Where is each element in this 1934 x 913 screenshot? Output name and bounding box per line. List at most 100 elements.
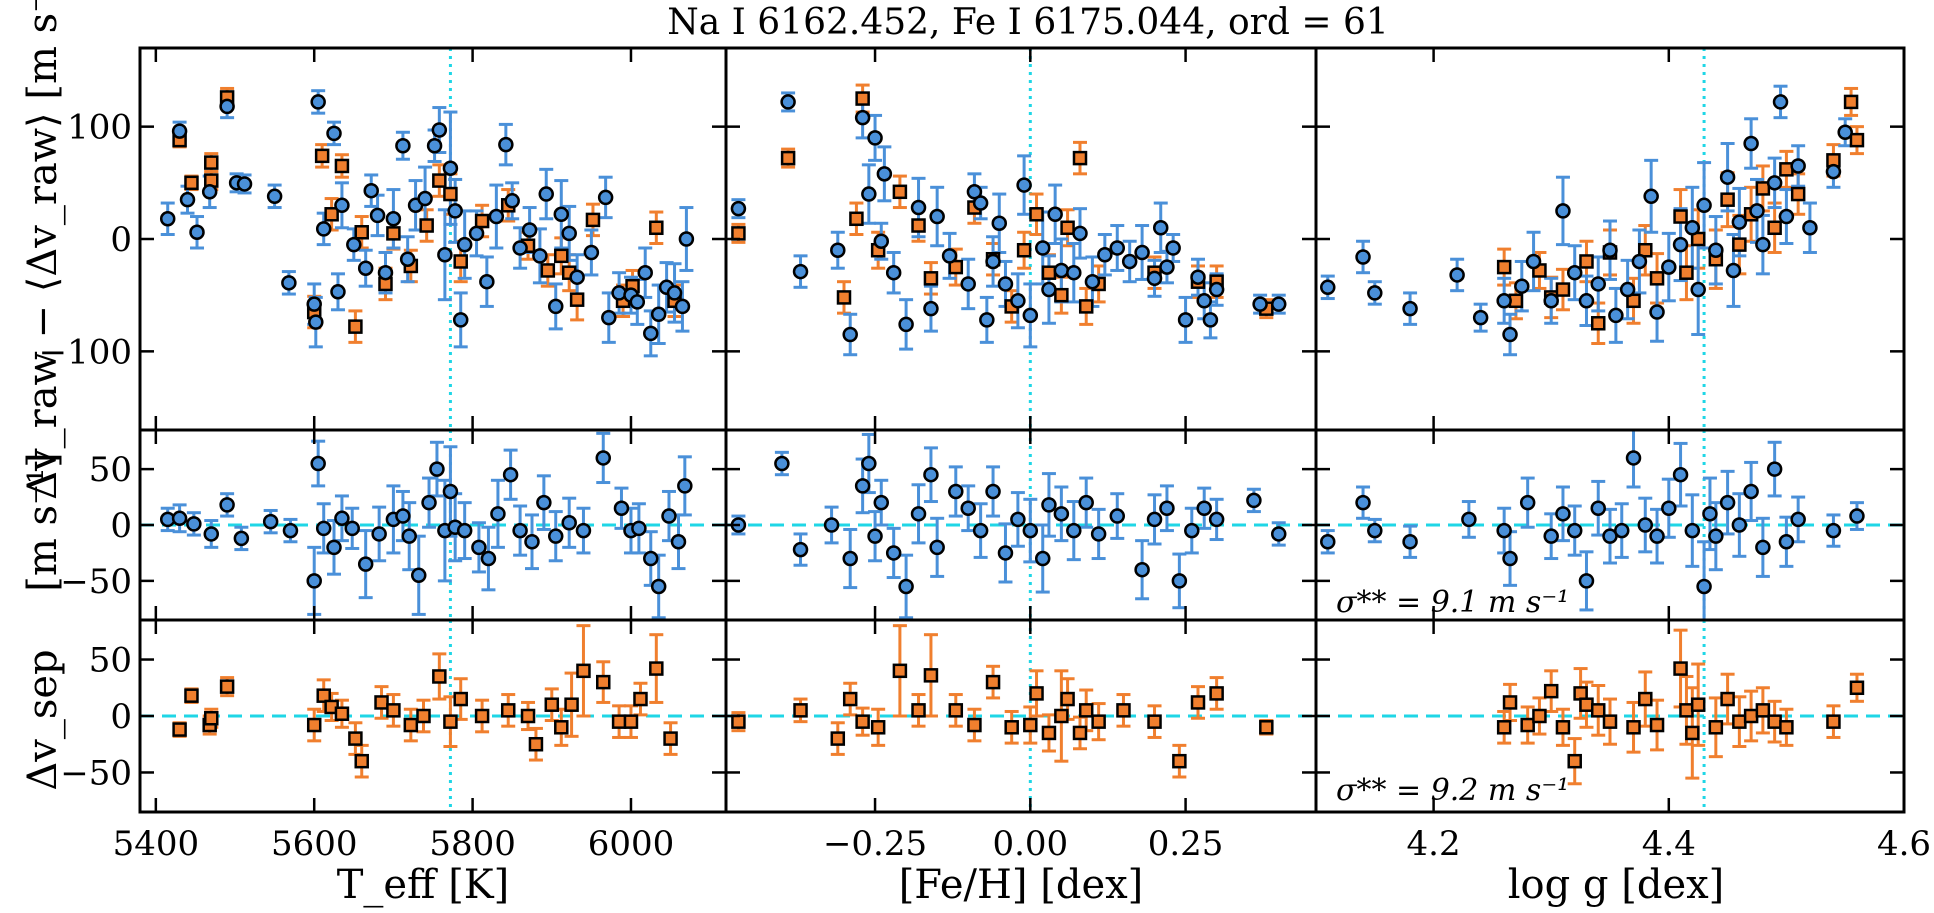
sigma-bottom-annotation: σ** = 9.2 m s⁻¹	[1336, 773, 1569, 808]
blue-circle-marker	[1555, 203, 1571, 219]
blue-circle-marker	[315, 520, 332, 537]
blue-circle-marker	[1208, 511, 1225, 528]
blue-circle-marker	[189, 224, 205, 241]
blue-circle-marker	[1134, 561, 1150, 578]
blue-circle-marker	[1684, 522, 1701, 539]
blue-circle-marker	[873, 233, 890, 249]
blue-circle-marker	[363, 182, 379, 199]
blue-circle-marker	[1578, 293, 1595, 309]
xlabel-teff: T_eff [K]	[337, 862, 510, 908]
orange-square-marker	[453, 254, 468, 269]
blue-circle-marker	[1196, 500, 1212, 516]
plot-layer: −100 0 100 −50 0 50 −50 0 50 5400 5600 5800 6000 −0.2…	[39, 46, 1931, 864]
blue-circle-marker	[417, 190, 433, 207]
blue-circle-marker	[1159, 259, 1175, 275]
orange-square-marker	[855, 714, 870, 729]
blue-circle-marker	[1109, 240, 1126, 256]
blue-circle-marker	[1109, 508, 1126, 524]
blue-circle-marker	[885, 545, 902, 561]
blue-circle-marker	[1578, 573, 1595, 589]
ytick-label: 0	[110, 220, 132, 260]
orange-square-marker	[564, 697, 579, 712]
orange-square-marker	[1602, 714, 1618, 729]
blue-circle-marker	[442, 483, 459, 500]
orange-square-marker	[474, 213, 490, 229]
blue-circle-marker	[650, 306, 667, 323]
blue-circle-marker	[1719, 494, 1736, 511]
orange-square-marker	[184, 688, 199, 703]
blue-circle-marker	[512, 240, 528, 256]
blue-circle-marker	[401, 528, 417, 544]
panel-logg-middle	[1316, 430, 1904, 620]
blue-circle-marker	[1022, 307, 1039, 324]
orange-square-marker	[1849, 680, 1865, 696]
blue-circle-marker	[898, 578, 914, 595]
blue-circle-marker	[1566, 264, 1583, 281]
blue-circle-marker	[1053, 506, 1070, 522]
blue-circle-marker	[547, 528, 564, 544]
blue-circle-marker	[1047, 206, 1063, 223]
blue-circle-marker	[960, 500, 976, 516]
orange-square-marker	[453, 691, 468, 707]
blue-circle-marker	[1165, 240, 1181, 256]
panel-logg-bottom	[1316, 620, 1904, 812]
blue-circle-marker	[536, 494, 552, 511]
blue-circle-marker	[310, 94, 326, 110]
blue-circle-marker	[1171, 573, 1188, 589]
blue-circle-marker	[502, 466, 519, 483]
blue-circle-marker	[1320, 279, 1336, 296]
orange-square-marker	[1190, 695, 1206, 710]
blue-circle-marker	[1184, 522, 1200, 539]
blue-circle-marker	[524, 534, 540, 550]
blue-circle-marker	[1684, 220, 1701, 236]
blue-circle-marker	[876, 166, 893, 182]
blue-circle-marker	[1097, 246, 1113, 263]
blue-circle-marker	[357, 556, 374, 572]
blue-circle-marker	[395, 508, 411, 524]
blue-circle-marker	[1625, 450, 1642, 466]
blue-circle-marker	[678, 231, 695, 247]
blue-circle-marker	[1022, 522, 1039, 539]
orange-square-marker	[1843, 94, 1859, 110]
blue-circle-marker	[823, 517, 840, 533]
blue-circle-marker	[1790, 511, 1806, 528]
blue-circle-marker	[1708, 528, 1724, 544]
blue-circle-marker	[613, 500, 630, 516]
orange-square-marker	[1826, 714, 1841, 729]
orange-square-marker	[1567, 753, 1582, 769]
blue-circle-marker	[1696, 197, 1712, 214]
ytick-label: 0	[110, 697, 132, 737]
orange-square-marker	[1679, 703, 1694, 718]
orange-square-marker	[569, 292, 585, 307]
ylabel-shared-units: [m s⁻¹]	[20, 452, 66, 592]
orange-square-marker	[172, 722, 187, 737]
blue-circle-marker	[326, 539, 342, 556]
blue-circle-marker	[674, 298, 691, 315]
orange-square-marker	[1743, 708, 1759, 724]
orange-square-marker	[374, 695, 389, 710]
orange-square-marker	[354, 225, 369, 240]
blue-circle-marker	[948, 483, 964, 500]
blue-circle-marker	[597, 189, 614, 206]
orange-square-marker	[585, 212, 601, 228]
blue-circle-marker	[1502, 326, 1518, 343]
blue-circle-marker	[1514, 278, 1530, 294]
blue-circle-marker	[1766, 175, 1783, 191]
orange-square-marker	[1555, 282, 1571, 297]
blue-circle-marker	[885, 264, 902, 281]
blue-circle-marker	[480, 550, 497, 567]
blue-circle-marker	[997, 545, 1014, 561]
blue-circle-marker	[281, 275, 297, 291]
blue-circle-marker	[334, 510, 350, 527]
orange-square-marker	[1732, 237, 1747, 252]
orange-square-marker	[1029, 686, 1044, 701]
blue-circle-marker	[1402, 534, 1418, 550]
blue-circle-marker	[1355, 494, 1371, 511]
orange-square-marker	[1555, 720, 1571, 735]
orange-square-marker	[576, 663, 591, 679]
ytick-label: 100	[67, 108, 132, 148]
orange-square-marker	[948, 703, 964, 718]
blue-circle-marker	[661, 508, 677, 524]
blue-circle-marker	[429, 461, 445, 477]
blue-circle-marker	[985, 253, 1001, 270]
